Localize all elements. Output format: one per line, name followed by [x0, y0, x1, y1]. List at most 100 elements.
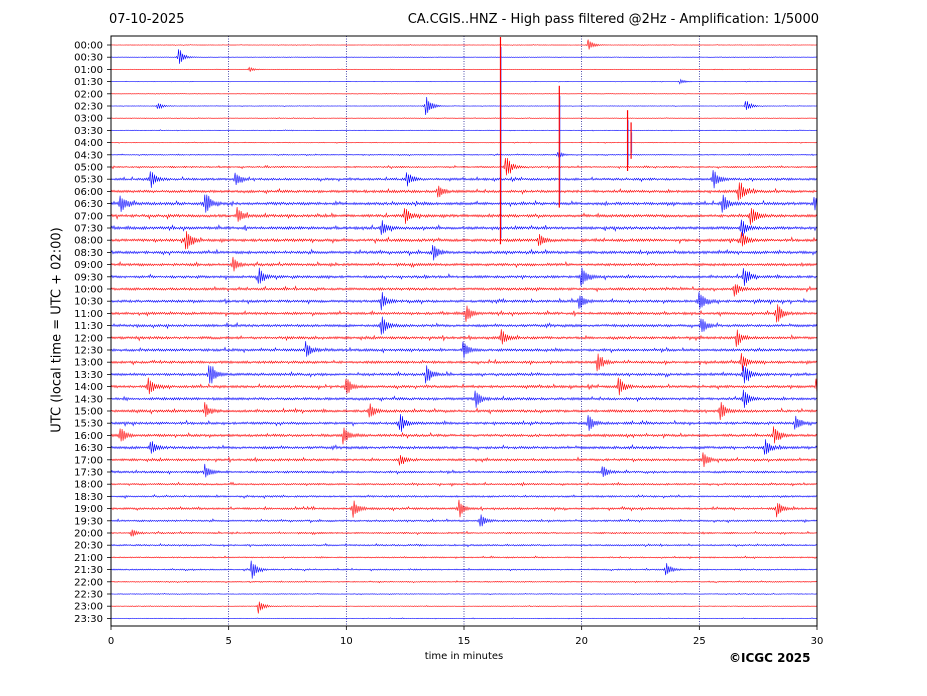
trace-1930: [110, 514, 818, 527]
vertical-grid: [228, 36, 700, 626]
trace-0230: [110, 96, 818, 116]
trace-1530: [110, 414, 818, 432]
row-label-0430: 04:30: [74, 150, 103, 161]
row-label-2330: 23:30: [74, 614, 103, 625]
trace-0730: [110, 219, 818, 237]
row-label-1800: 18:00: [74, 480, 103, 491]
row-label-1530: 15:30: [74, 419, 103, 430]
trace-1800: [110, 481, 818, 487]
row-label-2000: 20:00: [74, 529, 103, 540]
row-label-0930: 09:30: [74, 272, 103, 283]
trace-1300: [110, 353, 818, 372]
row-label-1030: 10:30: [74, 297, 103, 308]
plot-frame: [110, 35, 818, 627]
chart-title: CA.CGIS..HNZ - High pass filtered @2Hz -…: [407, 12, 819, 27]
trace-1030: [110, 292, 818, 311]
row-label-1700: 17:00: [74, 455, 103, 466]
row-label-1730: 17:30: [74, 468, 103, 479]
row-label-2230: 22:30: [74, 590, 103, 601]
row-label-1630: 16:30: [74, 443, 103, 454]
row-label-2200: 22:00: [74, 577, 103, 588]
trace-1330: [110, 365, 818, 384]
trace-1700: [110, 452, 818, 468]
row-label-0000: 00:00: [74, 41, 103, 52]
x-tick-label-30: 30: [811, 636, 824, 647]
trace-2230: [110, 592, 818, 596]
trace-0300: [110, 117, 818, 120]
row-label-0530: 05:30: [74, 175, 103, 186]
row-label-1000: 10:00: [74, 285, 103, 296]
row-label-1230: 12:30: [74, 346, 103, 357]
trace-0530: [110, 170, 818, 189]
row-label-1330: 13:30: [74, 370, 103, 381]
trace-0000: [110, 39, 818, 50]
recording-date: 07-10-2025: [109, 12, 185, 27]
x-tick-label-15: 15: [458, 636, 471, 647]
copyright-notice: ©ICGC 2025: [729, 651, 811, 665]
row-label-0100: 01:00: [74, 65, 103, 76]
row-label-0030: 00:30: [74, 53, 103, 64]
x-tick-label-5: 5: [225, 636, 231, 647]
trace-0330: [110, 129, 818, 132]
row-label-1500: 15:00: [74, 407, 103, 418]
trace-0200: [110, 93, 818, 95]
trace-0500: [110, 157, 818, 176]
trace-0400: [110, 141, 818, 144]
trace-1400: [110, 377, 818, 396]
trace-0900: [110, 256, 818, 272]
row-label-1900: 19:00: [74, 504, 103, 515]
row-label-0600: 06:00: [74, 187, 103, 198]
trace-1500: [110, 402, 818, 421]
row-label-2130: 21:30: [74, 565, 103, 576]
trace-2200: [110, 580, 818, 584]
trace-0100: [110, 66, 818, 72]
row-label-0800: 08:00: [74, 236, 103, 247]
trace-0600: [110, 182, 818, 201]
y-axis-label: UTC (local time = UTC + 02:00): [49, 227, 65, 433]
trace-2000: [110, 529, 818, 537]
trace-0800: [110, 231, 818, 250]
row-label-1600: 16:00: [74, 431, 103, 442]
trace-0930: [110, 267, 818, 286]
row-label-0300: 03:00: [74, 114, 103, 125]
row-label-1300: 13:00: [74, 358, 103, 369]
spike-layer: [499, 37, 633, 245]
row-label-0730: 07:30: [74, 224, 103, 235]
row-label-2030: 20:30: [74, 541, 103, 552]
trace-2030: [110, 543, 818, 548]
trace-0700: [110, 206, 818, 225]
x-tick-label-20: 20: [575, 636, 588, 647]
trace-0130: [110, 78, 818, 85]
trace-1600: [110, 426, 818, 445]
row-label-2300: 23:00: [74, 602, 103, 613]
trace-2300: [110, 601, 818, 614]
row-label-0230: 02:30: [74, 102, 103, 113]
trace-1130: [110, 316, 818, 335]
row-label-1130: 11:30: [74, 321, 103, 332]
row-label-0330: 03:30: [74, 126, 103, 137]
trace-1830: [110, 494, 818, 499]
row-label-1430: 14:30: [74, 394, 103, 405]
trace-1730: [110, 463, 818, 478]
row-label-1400: 14:00: [74, 382, 103, 393]
row-label-1830: 18:30: [74, 492, 103, 503]
trace-0430: [110, 152, 818, 158]
row-label-0400: 04:00: [74, 138, 103, 149]
x-axis-label: time in minutes: [424, 651, 504, 662]
row-label-0500: 05:00: [74, 163, 103, 174]
row-label-1100: 11:00: [74, 309, 103, 320]
row-label-0830: 08:30: [74, 248, 103, 259]
row-label-0700: 07:00: [74, 211, 103, 222]
trace-1100: [110, 304, 818, 323]
trace-1900: [110, 499, 818, 518]
x-tick-label-0: 0: [108, 636, 114, 647]
x-tick-label-10: 10: [340, 636, 353, 647]
trace-layer: [110, 39, 818, 620]
trace-2100: [110, 555, 818, 560]
trace-1630: [110, 439, 818, 455]
row-label-0200: 02:00: [74, 89, 103, 100]
trace-1000: [110, 284, 818, 297]
row-label-0130: 01:30: [74, 77, 103, 88]
row-label-0630: 06:30: [74, 199, 103, 210]
